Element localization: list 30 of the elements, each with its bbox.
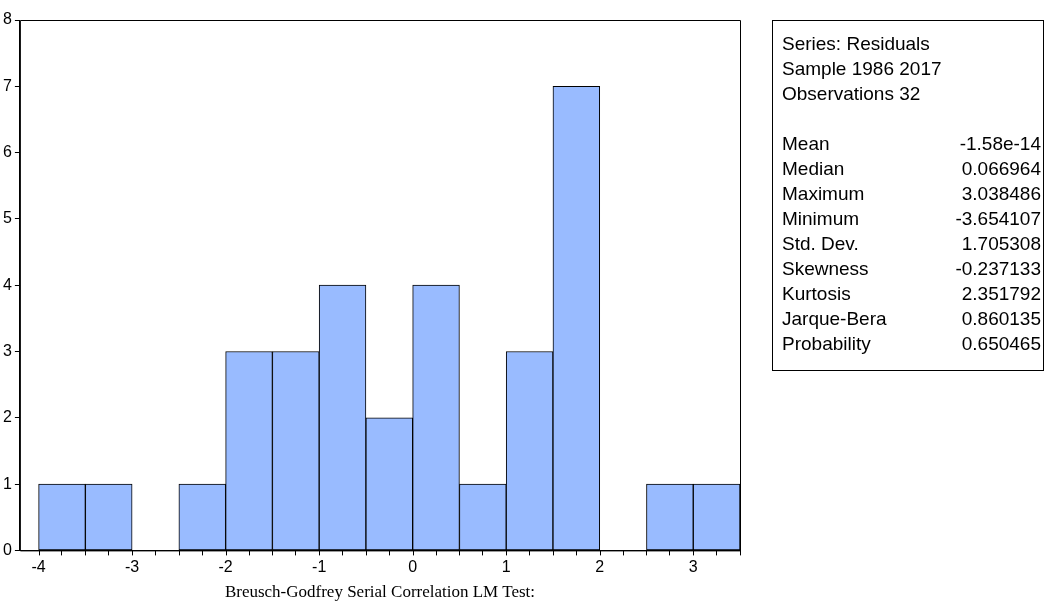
y-tick-label: 0 [2, 540, 12, 558]
text: Std. Dev. 1.705308 [782, 233, 1041, 254]
x-tick-label: -3 [125, 558, 140, 576]
x-tick-label: 3 [688, 558, 698, 576]
y-tick-label: 1 [2, 474, 12, 492]
y-tick-label: 8 [2, 10, 12, 28]
text: Sample 1986 2017 [782, 57, 942, 81]
text: Probability 0.650465 [782, 333, 1041, 354]
x-tick-label: -4 [31, 558, 46, 576]
y-tick-label: 4 [2, 275, 12, 293]
x-tick-label: 1 [501, 558, 511, 576]
text: Maximum 3.038486 [782, 183, 1041, 204]
text: Observations 32 [782, 82, 921, 106]
x-axis-title: Breusch-Godfrey Serial Correlation LM Test: [224, 582, 535, 602]
text: Median 0.066964 [782, 158, 1041, 179]
y-tick-label: 7 [2, 76, 12, 94]
y-tick-label: 5 [2, 209, 12, 227]
text: Series: Residuals [782, 32, 930, 56]
x-tick-label: 2 [595, 558, 605, 576]
text: Minimum -3.654107 [782, 208, 1041, 229]
y-tick-label: 2 [2, 408, 12, 426]
text: Skewness -0.237133 [782, 258, 1041, 279]
text: Jarque-Bera 0.860135 [782, 308, 1041, 329]
x-tick-label: 0 [408, 558, 418, 576]
x-tick-label: -2 [218, 558, 233, 576]
text: Mean -1.58e-14 [782, 133, 1041, 154]
x-tick-label: -1 [312, 558, 327, 576]
y-tick-label: 3 [2, 341, 12, 359]
text: Kurtosis 2.351792 [782, 283, 1041, 304]
y-tick-label: 6 [2, 143, 12, 161]
